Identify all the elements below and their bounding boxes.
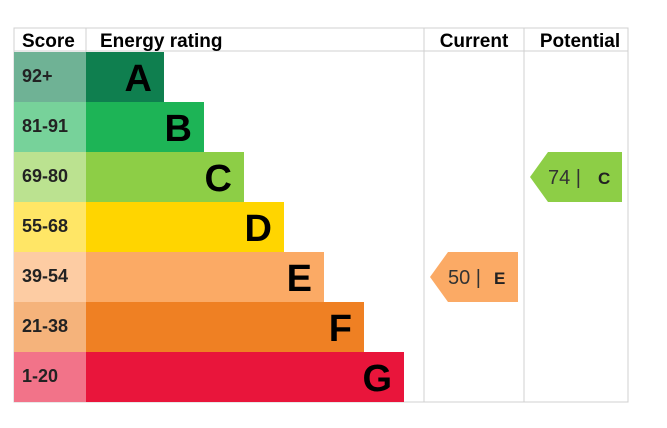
rating-letter-d: D bbox=[245, 208, 272, 250]
rating-bar-a bbox=[86, 52, 164, 102]
header-energy-rating: Energy rating bbox=[100, 31, 222, 52]
potential-rating-value: 74 | bbox=[548, 167, 581, 189]
potential-rating-arrow bbox=[530, 152, 622, 202]
current-rating-marker: 50 | E bbox=[430, 252, 518, 302]
rating-letter-a: A bbox=[125, 58, 152, 100]
rating-letter-g: G bbox=[362, 358, 392, 400]
rating-bar-f bbox=[86, 302, 364, 352]
score-label-g: 1-20 bbox=[22, 366, 58, 386]
rating-letter-b: B bbox=[165, 108, 192, 150]
header-potential: Potential bbox=[540, 31, 620, 52]
score-label-b: 81-91 bbox=[22, 116, 68, 136]
score-cell-a bbox=[14, 52, 86, 102]
rating-bar-c bbox=[86, 152, 244, 202]
score-cell-c bbox=[14, 152, 86, 202]
score-label-f: 21-38 bbox=[22, 316, 68, 336]
rating-letter-f: F bbox=[329, 308, 352, 350]
score-label-e: 39-54 bbox=[22, 266, 68, 286]
rating-bar-e bbox=[86, 252, 324, 302]
potential-rating-letter: C bbox=[598, 169, 610, 188]
score-cell-g bbox=[14, 352, 86, 402]
score-label-c: 69-80 bbox=[22, 166, 68, 186]
current-rating-letter: E bbox=[494, 269, 505, 288]
score-cell-b bbox=[14, 102, 86, 152]
rating-letter-c: C bbox=[205, 158, 232, 200]
score-cell-f bbox=[14, 302, 86, 352]
header-score: Score bbox=[22, 31, 75, 52]
score-cell-d bbox=[14, 202, 86, 252]
header-current: Current bbox=[440, 31, 509, 52]
current-rating-value: 50 | bbox=[448, 267, 481, 289]
rating-bar-d bbox=[86, 202, 284, 252]
score-label-a: 92+ bbox=[22, 66, 53, 86]
score-label-d: 55-68 bbox=[22, 216, 68, 236]
current-rating-arrow bbox=[430, 252, 518, 302]
rating-bar-b bbox=[86, 102, 204, 152]
rating-bands: 92+ A 81-91 B 69-80 C 55-68 D 39-54 E 21-38 F 1-20 G bbox=[14, 52, 404, 402]
rating-letter-e: E bbox=[287, 258, 312, 300]
rating-bar-g bbox=[86, 352, 404, 402]
score-cell-e bbox=[14, 252, 86, 302]
potential-rating-marker: 74 | C bbox=[530, 152, 622, 202]
